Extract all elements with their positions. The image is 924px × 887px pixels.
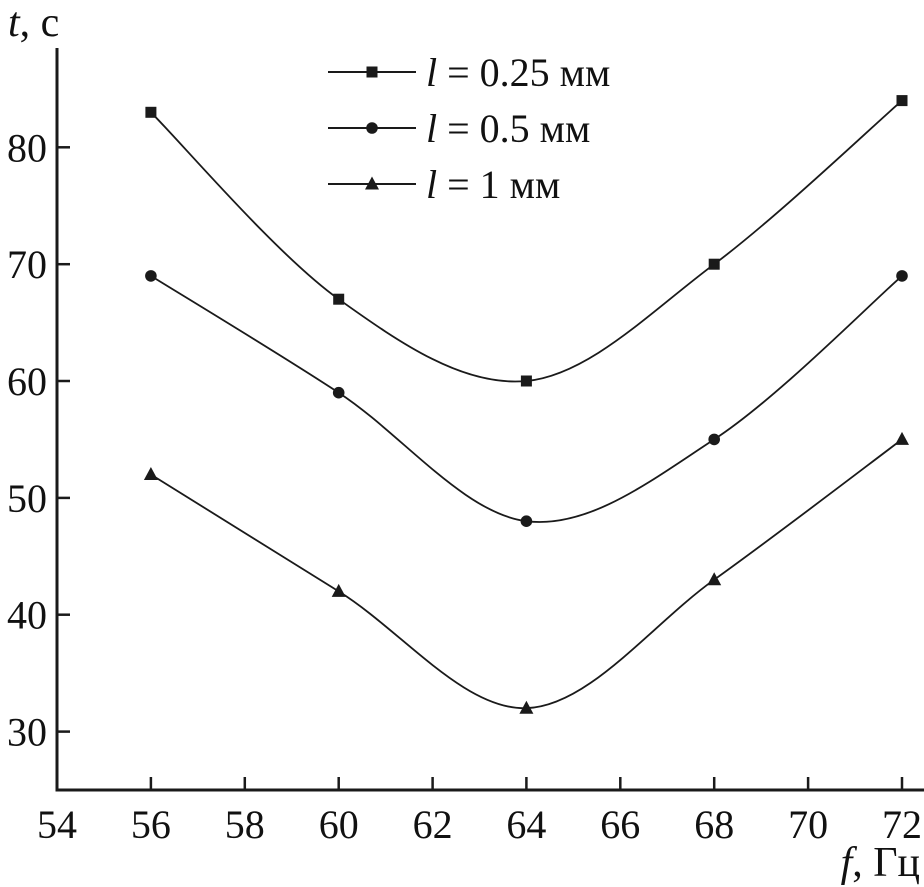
- square-marker-point: [520, 375, 532, 387]
- circle-marker-point: [520, 515, 533, 527]
- legend-label-rest: = 0.25 мм: [437, 49, 611, 95]
- legend-label-variable: l: [426, 49, 438, 95]
- x-axis-label: f, Гц: [841, 840, 920, 886]
- circle-marker-point: [708, 433, 720, 446]
- legend-circle-marker-icon: [328, 122, 416, 134]
- legend: l = 0.25 мм l = 0.5 мм l = 1 мм: [328, 44, 610, 212]
- y-tick-label: 60: [7, 359, 47, 404]
- triangle-marker-point: [143, 467, 158, 480]
- square-marker-legend: [366, 66, 378, 78]
- square-marker-point: [333, 293, 345, 305]
- y-tick-label: 50: [7, 476, 47, 521]
- x-tick-label: 56: [131, 802, 171, 847]
- triangle-marker-point: [331, 583, 346, 597]
- series-curve-1: [150, 275, 903, 523]
- legend-triangle-marker-icon: [328, 176, 416, 190]
- legend-item: l = 0.5 мм: [328, 100, 610, 156]
- x-tick-label: 64: [506, 802, 546, 847]
- x-tick-label: 70: [788, 802, 828, 847]
- legend-label-variable: l: [426, 161, 438, 207]
- x-axis-label-variable: f: [840, 840, 853, 886]
- y-tick-label: 70: [7, 242, 47, 287]
- y-tick-label: 40: [7, 593, 47, 638]
- legend-square-marker-icon: [328, 66, 416, 78]
- legend-label-rest: = 1 мм: [437, 161, 561, 207]
- triangle-marker-legend: [365, 176, 379, 190]
- series-curve-2: [150, 438, 903, 710]
- x-tick-label: 54: [37, 802, 77, 847]
- y-axis-label-variable: t: [8, 0, 20, 46]
- x-tick-label: 58: [225, 802, 265, 847]
- triangle-marker-point: [895, 431, 909, 445]
- y-tick-label: 80: [7, 125, 47, 170]
- x-axis-label-unit: , Гц: [852, 840, 920, 886]
- circle-marker-legend: [366, 122, 378, 134]
- y-axis-label: t, с: [8, 0, 59, 46]
- x-tick-label: 62: [413, 802, 453, 847]
- y-tick-label: 30: [7, 710, 47, 755]
- legend-label: l = 1 мм: [426, 161, 560, 208]
- square-marker-point: [145, 106, 157, 118]
- legend-label-variable: l: [426, 105, 438, 151]
- x-tick-label: 60: [319, 802, 359, 847]
- x-tick-label: 66: [600, 802, 640, 847]
- triangle-marker-point: [519, 700, 534, 714]
- triangle-marker-point: [707, 572, 722, 586]
- legend-item: l = 1 мм: [328, 156, 610, 212]
- x-tick-label: 72: [882, 802, 922, 847]
- y-axis-label-unit: , с: [19, 0, 60, 46]
- circle-marker-point: [145, 270, 157, 282]
- circle-marker-point: [332, 386, 345, 399]
- legend-item: l = 0.25 мм: [328, 44, 610, 100]
- legend-label: l = 0.5 мм: [426, 105, 590, 152]
- square-marker-point: [708, 258, 720, 270]
- legend-label: l = 0.25 мм: [426, 49, 610, 96]
- x-tick-label: 68: [694, 802, 734, 847]
- circle-marker-point: [896, 270, 908, 282]
- square-marker-point: [896, 95, 908, 107]
- legend-label-rest: = 0.5 мм: [437, 105, 591, 151]
